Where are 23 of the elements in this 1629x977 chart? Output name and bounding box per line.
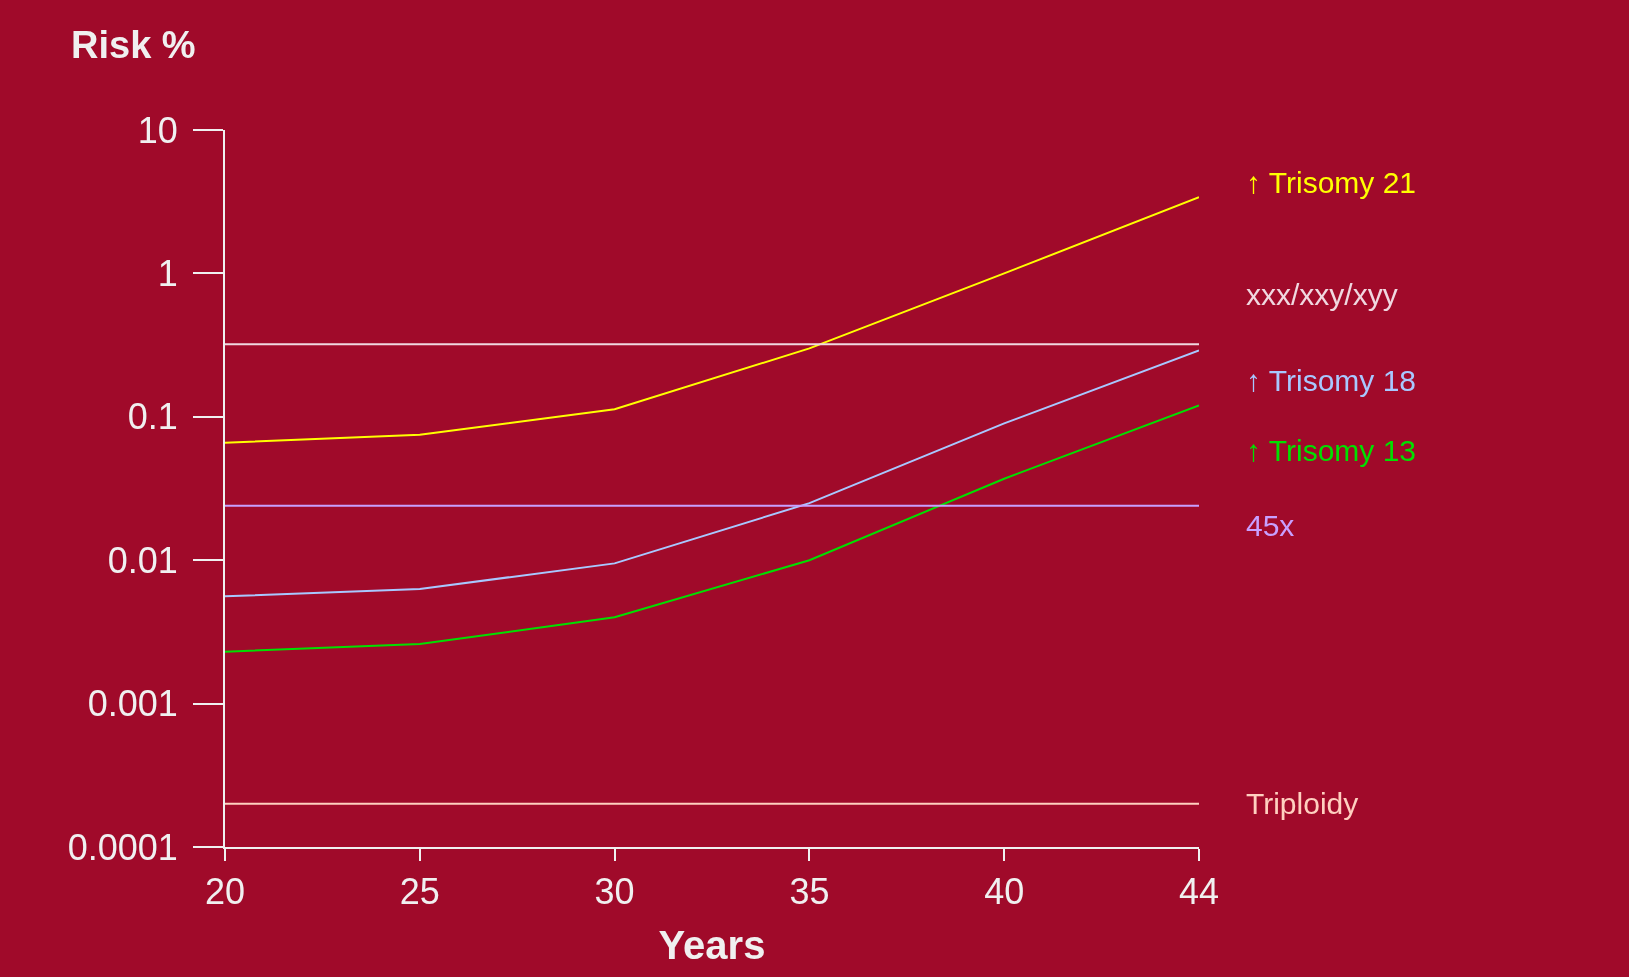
line-series xyxy=(225,196,1199,444)
series-label: 45x xyxy=(1246,509,1295,542)
y-tick-label: 10 xyxy=(137,109,178,151)
series-label: ↑ Trisomy 13 xyxy=(1246,434,1417,467)
series-label: Triploidy xyxy=(1246,787,1359,820)
line-series xyxy=(225,349,1199,598)
y-tick-label: 1 xyxy=(157,253,178,294)
y-tick-label: 0.01 xyxy=(107,539,178,581)
line-series xyxy=(225,404,1199,653)
y-tick-label: 0.0001 xyxy=(67,826,178,868)
x-tick-label: 20 xyxy=(204,871,246,913)
y-tick-label: 0.1 xyxy=(127,396,178,438)
x-tick-label: 30 xyxy=(594,871,635,913)
y-axis-title: Risk % xyxy=(71,24,196,66)
series-label: ↑ Trisomy 18 xyxy=(1246,364,1417,397)
series-label: ↑ Trisomy 21 xyxy=(1246,166,1417,199)
x-axis-title: Years xyxy=(658,923,766,968)
y-tick-label: 0.001 xyxy=(87,683,178,725)
x-tick-label: 44 xyxy=(1178,871,1220,913)
x-tick-label: 25 xyxy=(399,871,440,913)
x-tick-label: 35 xyxy=(789,871,830,913)
series-label: xxx/xxy/xyy xyxy=(1246,278,1398,311)
x-tick-label: 40 xyxy=(984,871,1025,913)
